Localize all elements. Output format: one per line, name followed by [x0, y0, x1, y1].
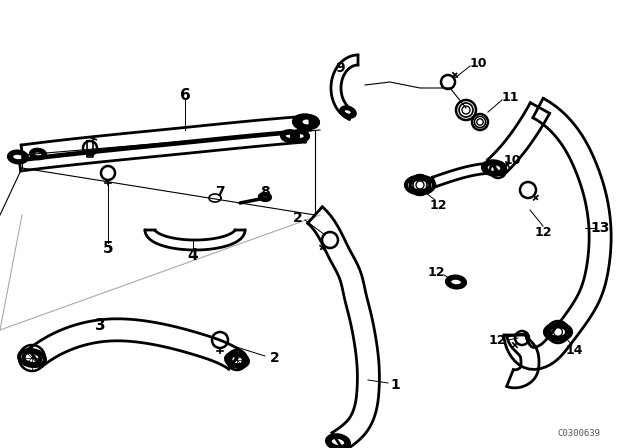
Text: 12: 12: [428, 266, 445, 279]
Text: 6: 6: [180, 87, 190, 103]
Text: 1: 1: [390, 378, 400, 392]
Text: 9: 9: [335, 61, 345, 75]
Text: 8: 8: [260, 185, 270, 199]
Text: 10: 10: [469, 56, 487, 69]
Text: 3: 3: [95, 318, 106, 332]
Text: 2: 2: [293, 211, 303, 225]
Text: 12: 12: [429, 198, 447, 211]
Text: 11: 11: [501, 90, 519, 103]
Text: 4: 4: [188, 247, 198, 263]
Text: 7: 7: [215, 185, 225, 199]
Text: 13: 13: [590, 221, 610, 235]
Text: 5: 5: [102, 241, 113, 255]
Text: C0300639: C0300639: [557, 429, 600, 438]
Text: 12: 12: [488, 333, 506, 346]
Text: 14: 14: [565, 344, 583, 357]
Text: 2: 2: [270, 351, 280, 365]
Text: 12: 12: [534, 225, 552, 238]
Text: 10: 10: [503, 154, 521, 167]
